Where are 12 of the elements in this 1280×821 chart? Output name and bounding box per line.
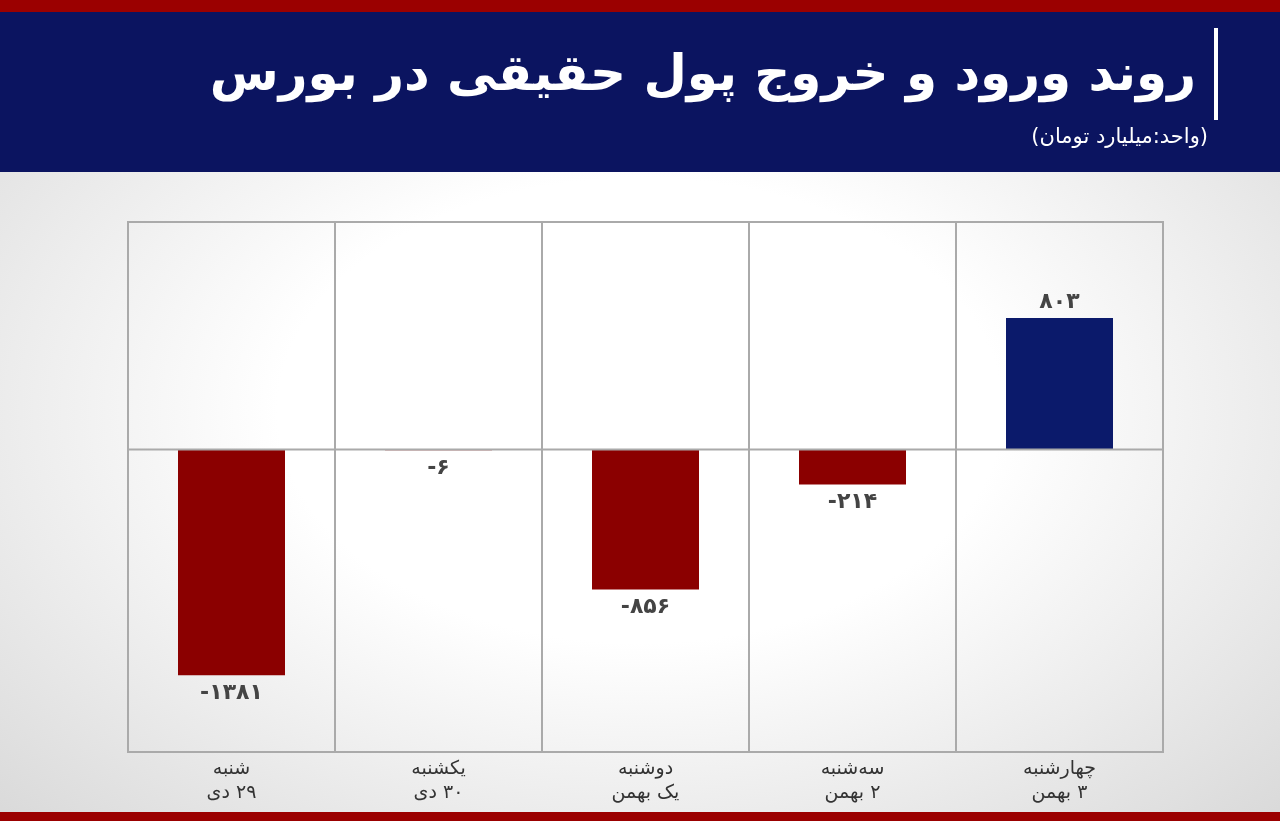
x-tick-label: چهارشنبه ۳ بهمن <box>1022 756 1097 803</box>
chart-subtitle: (واحد:میلیارد تومان) <box>1031 124 1208 148</box>
chart-title: روند ورود و خروج پول حقیقی در بورس <box>209 44 1196 102</box>
data-label: -۱۳۸۱ <box>200 679 263 705</box>
data-label: -۶ <box>427 454 450 480</box>
x-tick-label: سه‌شنبه ۲ بهمن <box>820 756 885 803</box>
data-label: -۲۱۴ <box>827 488 878 514</box>
x-tick-label: شنبه ۲۹ دی <box>206 756 257 802</box>
data-label: -۸۵۶ <box>620 593 671 619</box>
x-tick-label: یکشنبه ۳۰ دی <box>411 756 466 802</box>
data-label: ۸۰۳ <box>1039 288 1081 314</box>
x-tick-label: دوشنبه یک بهمن <box>611 756 680 803</box>
